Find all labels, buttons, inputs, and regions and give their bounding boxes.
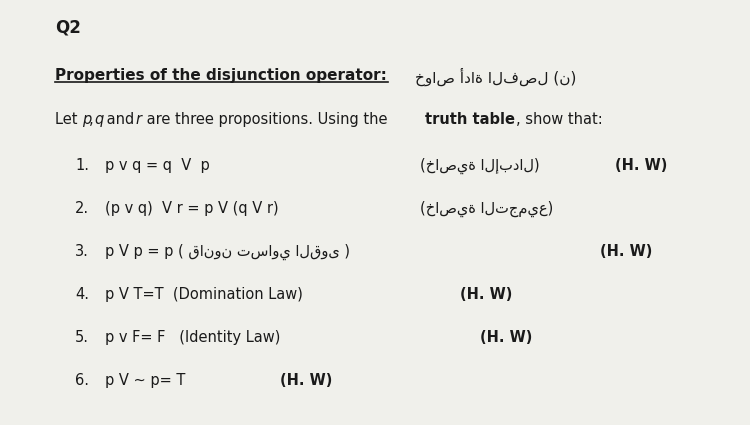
Text: 1.: 1. <box>75 158 89 173</box>
Text: Q2: Q2 <box>55 18 81 36</box>
Text: (خاصية الإبدال): (خاصية الإبدال) <box>420 158 540 174</box>
Text: 5.: 5. <box>75 330 89 345</box>
Text: 4.: 4. <box>75 287 89 302</box>
Text: p V p = p ( قانون تساوي القوى ): p V p = p ( قانون تساوي القوى ) <box>105 244 350 260</box>
Text: (H. W): (H. W) <box>600 244 652 259</box>
Text: p: p <box>82 112 92 127</box>
Text: truth table: truth table <box>425 112 515 127</box>
Text: (H. W): (H. W) <box>460 287 512 302</box>
Text: خواص أداة الفصل (ن): خواص أداة الفصل (ن) <box>415 68 576 86</box>
Text: ,: , <box>89 112 94 127</box>
Text: (p v q)  V r = p V (q V r): (p v q) V r = p V (q V r) <box>105 201 279 216</box>
Text: 2.: 2. <box>75 201 89 216</box>
Text: p v q = q  V  p: p v q = q V p <box>105 158 210 173</box>
Text: are three propositions. Using the: are three propositions. Using the <box>142 112 392 127</box>
Text: (H. W): (H. W) <box>480 330 532 345</box>
Text: (خاصية التجميع): (خاصية التجميع) <box>420 201 554 217</box>
Text: Let: Let <box>55 112 82 127</box>
Text: 3.: 3. <box>75 244 88 259</box>
Text: (H. W): (H. W) <box>615 158 668 173</box>
Text: p V ∼ p= T: p V ∼ p= T <box>105 373 185 388</box>
Text: Properties of the disjunction operator:: Properties of the disjunction operator: <box>55 68 387 83</box>
Text: , show that:: , show that: <box>516 112 603 127</box>
Text: q: q <box>94 112 104 127</box>
Text: and: and <box>102 112 139 127</box>
Text: (H. W): (H. W) <box>280 373 332 388</box>
Text: r: r <box>135 112 141 127</box>
Text: p V T=T  (Domination Law): p V T=T (Domination Law) <box>105 287 303 302</box>
Text: 6.: 6. <box>75 373 89 388</box>
Text: p v F= F   (Identity Law): p v F= F (Identity Law) <box>105 330 280 345</box>
